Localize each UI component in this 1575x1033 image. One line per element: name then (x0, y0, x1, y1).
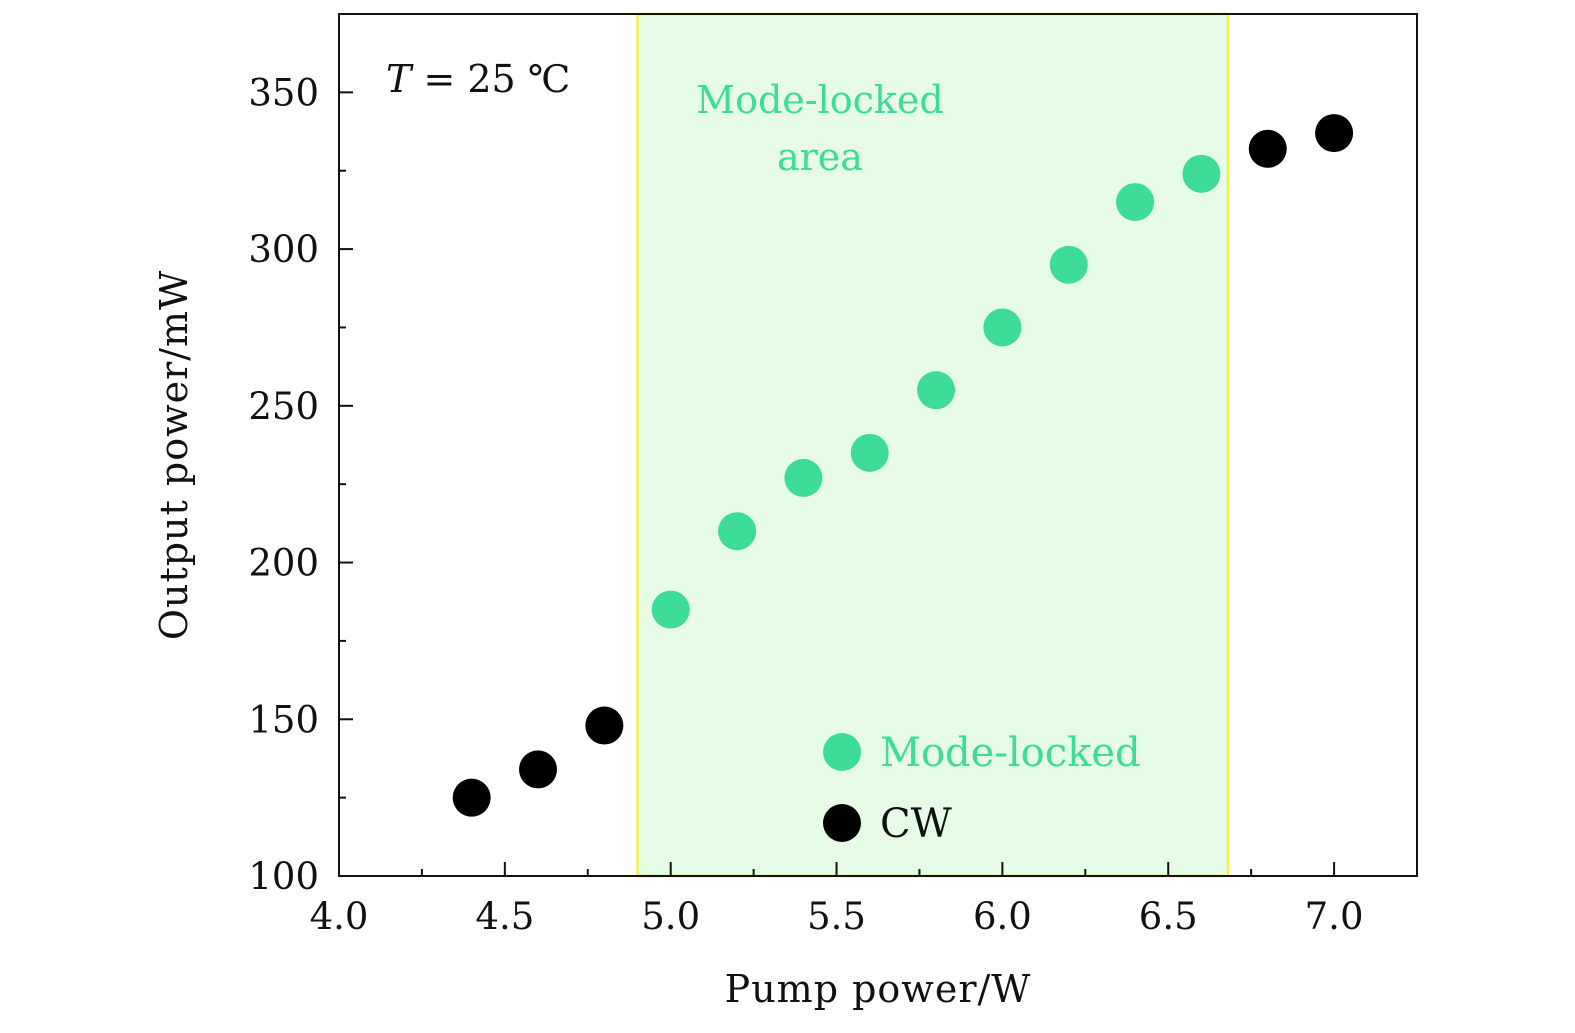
mode-locked-point (784, 458, 823, 497)
x-tick-label: 6.5 (1139, 895, 1198, 938)
temperature-annotation: T = 25 ℃ (386, 57, 570, 101)
cw-point (585, 706, 624, 745)
y-tick-label: 150 (248, 698, 319, 741)
x-tick-label: 4.0 (310, 895, 369, 938)
legend: Mode-locked CW (823, 730, 1141, 847)
x-tick-label: 4.5 (475, 895, 534, 938)
region-label-line2: area (777, 135, 863, 179)
mode-locked-point (718, 512, 757, 551)
y-tick-label: 100 (248, 855, 319, 898)
legend-label-cw: CW (880, 801, 952, 847)
mode-locked-point (850, 433, 889, 472)
y-tick-label: 250 (248, 385, 319, 428)
legend-label-mode-locked: Mode-locked (880, 730, 1141, 776)
y-tick-label: 300 (248, 228, 319, 271)
x-tick-label: 6.0 (973, 895, 1032, 938)
x-tick-label: 5.5 (807, 895, 866, 938)
cw-point (452, 778, 491, 817)
x-axis-label: Pump power/W (725, 967, 1032, 1011)
legend-marker-mode-locked (823, 733, 861, 771)
region-label-line1: Mode-locked (696, 78, 944, 122)
cw-point (519, 750, 558, 789)
axes: 4.0 4.5 5.0 5.5 6.0 6.5 7.0 100 150 200 250 300 350 (248, 13, 1364, 938)
y-axis-label: Output power/mW (152, 270, 196, 640)
mode-locked-point (1116, 183, 1155, 222)
legend-marker-cw (823, 804, 861, 842)
mode-locked-region (636, 12, 1230, 878)
y-tick-label: 350 (248, 71, 319, 114)
cw-point (1315, 114, 1354, 153)
data-points (452, 114, 1354, 817)
mode-locked-point (917, 371, 956, 410)
plot-frame (338, 13, 1418, 877)
temperature-variable: T (386, 57, 414, 101)
mode-locked-point (1049, 245, 1088, 284)
cw-point (1248, 129, 1287, 168)
x-tick-label: 7.0 (1305, 895, 1364, 938)
mode-locked-point (983, 308, 1022, 347)
mode-locked-point (1182, 154, 1221, 193)
y-tick-label: 200 (248, 542, 319, 585)
x-tick-label: 5.0 (641, 895, 700, 938)
temperature-value: = 25 ℃ (411, 57, 570, 101)
mode-locked-point (651, 590, 690, 629)
